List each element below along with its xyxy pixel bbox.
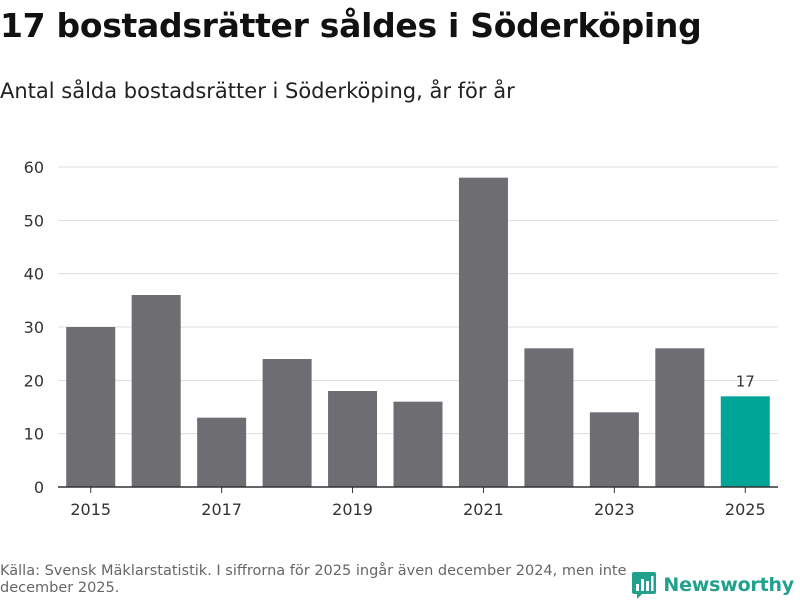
x-tick-label: 2025 (725, 500, 766, 519)
x-tick-label: 2021 (463, 500, 504, 519)
bar-2020 (393, 401, 443, 487)
bar-chart: 0 10 20 30 40 50 60 17 2015 2017 2019 2021 2023 2025 (24, 158, 778, 519)
y-tick-label: 50 (24, 211, 44, 230)
bar-2024 (655, 348, 705, 487)
newsworthy-logo-icon (632, 572, 657, 599)
y-tick-label: 40 (24, 265, 44, 284)
chart-subtitle: Antal sålda bostadsrätter i Söderköping,… (0, 79, 515, 103)
bar-2025 (720, 396, 770, 487)
y-tick-label: 30 (24, 318, 44, 337)
y-tick-label: 60 (24, 158, 44, 177)
x-tick-label: 2017 (201, 500, 242, 519)
newsworthy-logo: Newsworthy (631, 568, 794, 602)
newsworthy-logo-text: Newsworthy (663, 574, 794, 596)
bar-2019 (328, 391, 378, 487)
bar-2015 (66, 327, 116, 487)
bar-2017 (197, 417, 247, 487)
bar-2021 (458, 177, 508, 487)
bar-2016 (131, 295, 181, 487)
x-tick-label: 2023 (594, 500, 635, 519)
y-tick-label: 0 (34, 478, 44, 497)
bar-2022 (524, 348, 574, 487)
x-tick-label: 2015 (70, 500, 111, 519)
bar-2018 (262, 359, 312, 487)
x-tick-label: 2019 (332, 500, 373, 519)
y-tick-label: 20 (24, 371, 44, 390)
y-tick-label: 10 (24, 425, 44, 444)
data-label: 17 (736, 372, 755, 390)
source-note: Källa: Svensk Mäklarstatistik. I siffror… (0, 563, 627, 596)
bar-2023 (589, 412, 639, 487)
chart-title: 17 bostadsrätter såldes i Söderköping (0, 6, 702, 45)
